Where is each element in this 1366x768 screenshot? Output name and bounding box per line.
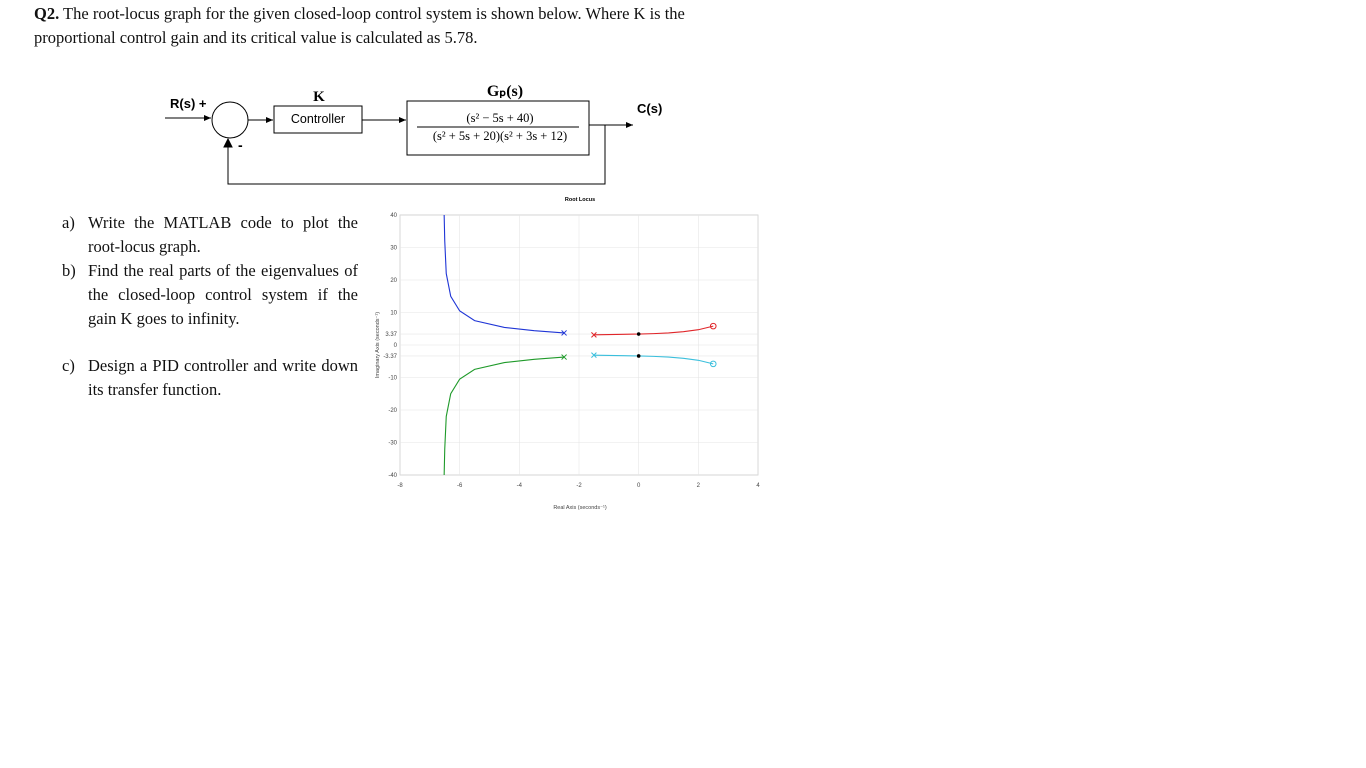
part-text: Write the MATLAB code to plot the root-l… bbox=[88, 213, 358, 256]
pole-marker bbox=[561, 354, 567, 360]
y-tick-label: 3.37 bbox=[385, 332, 397, 338]
denominator: (s² + 5s + 20)(s² + 3s + 12) bbox=[433, 129, 567, 143]
y-tick-label: -3.37 bbox=[383, 354, 397, 360]
part-text: Find the real parts of the eigenvalues o… bbox=[88, 261, 358, 328]
block-diagram bbox=[165, 100, 633, 185]
y-axis-label: Imaginary Axis (seconds⁻¹) bbox=[375, 312, 381, 378]
summing-junction bbox=[211, 101, 249, 139]
x-tick-label: 0 bbox=[637, 483, 641, 489]
critical-point bbox=[636, 354, 641, 358]
pole-marker bbox=[561, 330, 567, 336]
critical-point bbox=[636, 332, 641, 336]
question-text: The root-locus graph for the given close… bbox=[34, 4, 685, 47]
part-label: a) bbox=[62, 213, 75, 232]
y-tick-label: 30 bbox=[390, 246, 397, 252]
locus-branch bbox=[443, 356, 565, 476]
pole-marker bbox=[591, 352, 597, 358]
x-tick-label: -4 bbox=[517, 483, 523, 489]
plant-label: Gₚ(s) bbox=[487, 83, 523, 100]
pole-marker bbox=[591, 332, 597, 338]
locus-branch bbox=[593, 325, 714, 336]
question: Q2. The root-locus graph for the given c… bbox=[34, 2, 714, 50]
arrow-head bbox=[223, 137, 233, 148]
y-tick-label: 20 bbox=[390, 278, 397, 284]
y-tick-label: 0 bbox=[394, 343, 398, 349]
x-axis-label: Real Axis (seconds⁻¹) bbox=[553, 505, 607, 511]
x-tick-label: -8 bbox=[397, 483, 403, 489]
y-tick-label: -40 bbox=[388, 473, 397, 479]
x-tick-label: -2 bbox=[576, 483, 582, 489]
feedback-sign: - bbox=[238, 137, 243, 153]
plant-block bbox=[406, 100, 590, 156]
y-tick-label: -30 bbox=[388, 441, 397, 447]
locus-branch bbox=[443, 214, 565, 334]
locus-branch bbox=[593, 354, 714, 365]
x-tick-label: -6 bbox=[457, 483, 463, 489]
y-tick-label: -20 bbox=[388, 408, 397, 414]
feedback-line bbox=[227, 125, 606, 185]
gain-label: K bbox=[313, 89, 325, 105]
y-tick-label: 10 bbox=[390, 311, 397, 317]
input-label: R(s) + bbox=[170, 96, 207, 111]
y-tick-label: 40 bbox=[390, 213, 397, 219]
part-label: b) bbox=[62, 261, 76, 280]
part-label: c) bbox=[62, 356, 75, 375]
y-tick-label: -10 bbox=[388, 376, 397, 382]
zero-marker bbox=[709, 322, 717, 330]
part-text: Design a PID controller and write down i… bbox=[88, 356, 358, 399]
x-tick-label: 4 bbox=[756, 483, 760, 489]
x-tick-label: 2 bbox=[697, 483, 701, 489]
controller-label: Controller bbox=[291, 112, 345, 126]
question-number: Q2. bbox=[34, 4, 60, 23]
zero-marker bbox=[709, 360, 717, 368]
numerator: (s² − 5s + 40) bbox=[466, 111, 533, 125]
chart-title: Root Locus bbox=[565, 197, 595, 203]
output-label: C(s) bbox=[637, 101, 662, 116]
